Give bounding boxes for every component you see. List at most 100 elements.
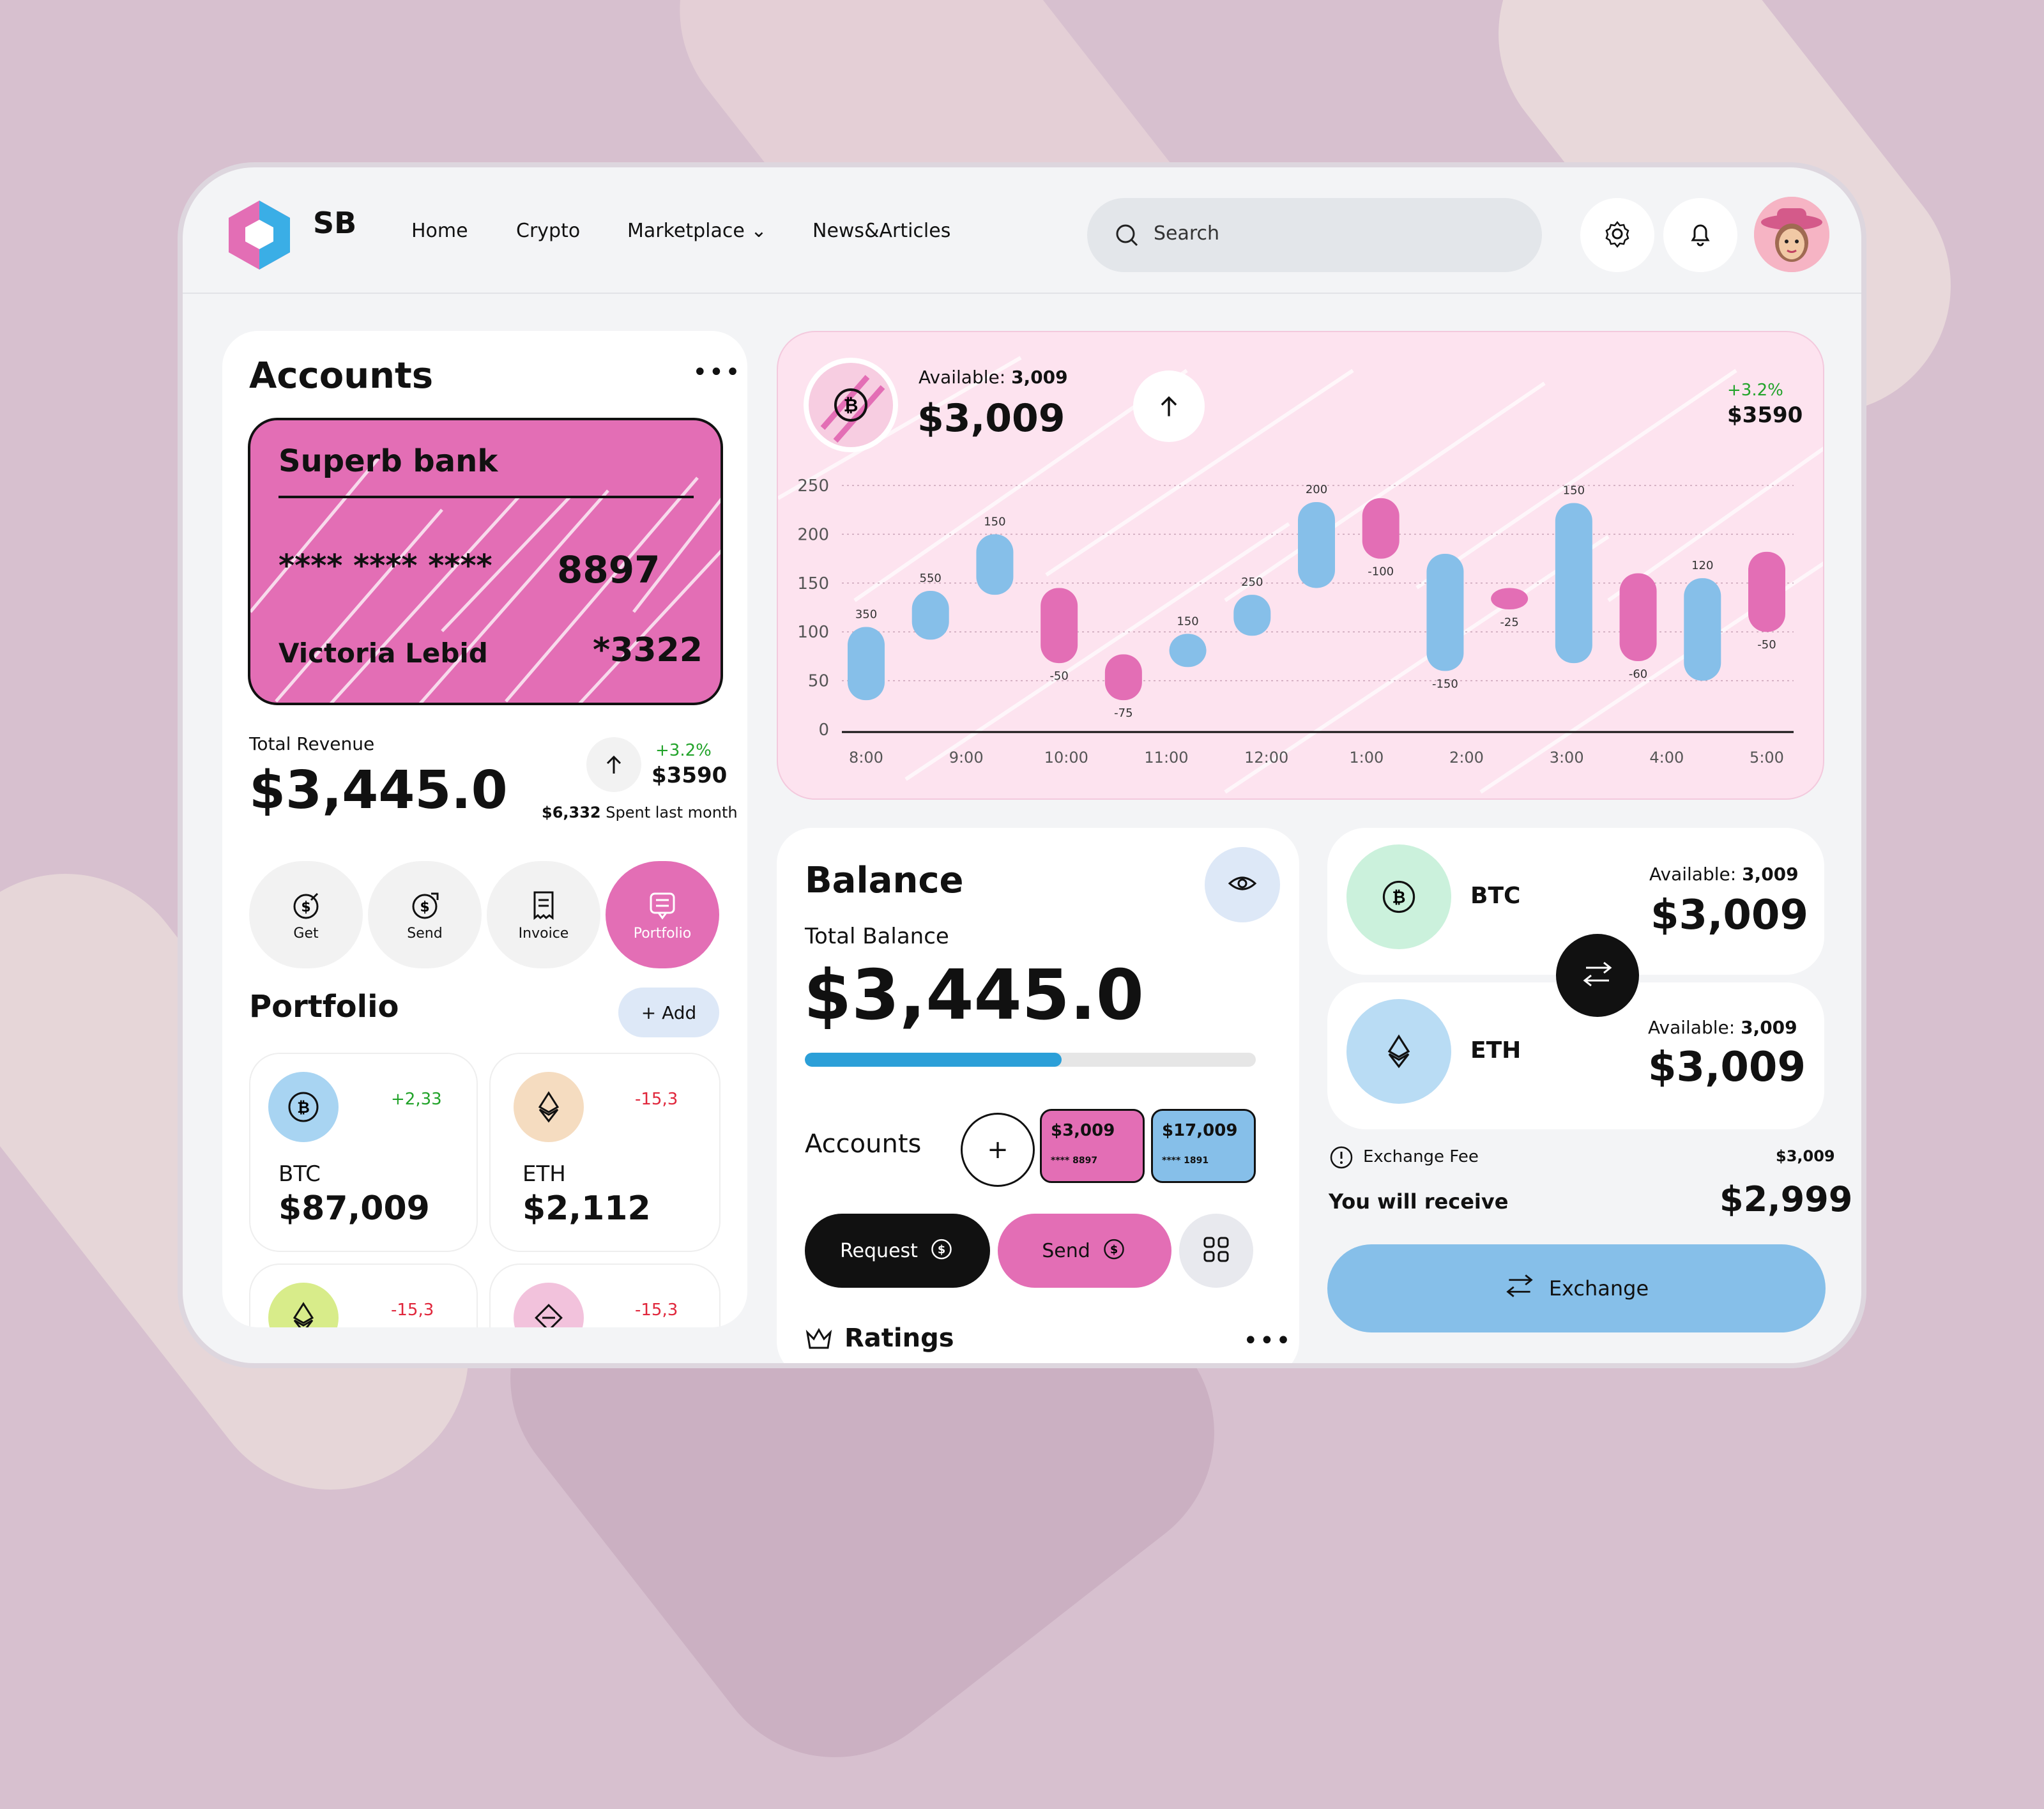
receipt-icon <box>527 889 560 926</box>
y-tick-label: 0 <box>818 721 829 740</box>
exchange-button[interactable]: Exchange <box>1327 1244 1826 1332</box>
svg-text:₿: ₿ <box>1392 889 1406 908</box>
card-scribble <box>250 457 721 703</box>
request-button[interactable]: Request $ <box>805 1214 990 1288</box>
nav-home[interactable]: Home <box>411 220 468 242</box>
chart-bar <box>911 591 949 640</box>
portfolio-change: +2,33 <box>391 1090 442 1109</box>
swap-arrows-icon <box>1504 1271 1535 1306</box>
bar-data-label: -150 <box>1432 677 1458 691</box>
chart-available-label: Available: <box>919 367 1006 388</box>
exchange-to-card[interactable]: ETH Available: 3,009 $3,009 <box>1327 982 1824 1129</box>
bar-data-label: -25 <box>1500 616 1518 629</box>
ethereum-icon <box>268 1283 339 1327</box>
visibility-toggle[interactable] <box>1205 847 1280 922</box>
coin-send-icon: $ <box>1101 1235 1127 1267</box>
mini-card-amount: $3,009 <box>1051 1121 1115 1140</box>
svg-text:$: $ <box>938 1244 945 1256</box>
from-amount: $3,009 <box>1651 892 1808 939</box>
portfolio-item-btc[interactable]: ₿ +2,33 BTC $87,009 <box>249 1053 478 1252</box>
request-label: Request <box>840 1239 918 1262</box>
chart-bar <box>1491 588 1529 610</box>
bar-data-label: -60 <box>1629 668 1647 681</box>
ratings-more-icon[interactable]: ••• <box>1243 1326 1292 1355</box>
add-button[interactable]: + Add <box>618 988 719 1037</box>
bank-name: Superb bank <box>278 443 498 479</box>
y-tick-label: 100 <box>797 623 829 642</box>
swap-button[interactable] <box>1556 934 1639 1017</box>
send-button[interactable]: $ Send <box>368 861 482 968</box>
chart-bar <box>1298 501 1335 588</box>
notifications-button[interactable] <box>1663 198 1737 272</box>
add-account-button[interactable]: + <box>961 1113 1035 1187</box>
bar-data-label: 200 <box>1306 483 1327 496</box>
nav-news[interactable]: News&Articles <box>812 220 951 242</box>
coin-send-icon: $ <box>408 889 441 926</box>
x-tick-label: 11:00 <box>1144 749 1188 767</box>
total-revenue-label: Total Revenue <box>249 733 375 754</box>
send-money-button[interactable]: Send $ <box>998 1214 1171 1288</box>
grid-menu-button[interactable] <box>1179 1214 1253 1288</box>
revenue-change-pct: +3.2% <box>655 741 712 760</box>
accounts-panel: Accounts ••• Superb bank **** **** **** … <box>222 331 747 1327</box>
balance-progress <box>805 1053 1256 1067</box>
balance-title: Balance <box>805 860 964 901</box>
chart-bar <box>1169 634 1207 668</box>
coin-receive-icon: $ <box>928 1235 955 1267</box>
mini-card-mask: **** 1891 <box>1162 1156 1209 1166</box>
search-input[interactable]: Search <box>1087 198 1542 272</box>
balance-accounts-label: Accounts <box>805 1129 922 1159</box>
mini-card-blue[interactable]: $17,009 **** 1891 <box>1151 1109 1256 1183</box>
chart-bar <box>1426 553 1464 671</box>
portfolio-change: -15,3 <box>391 1301 434 1320</box>
from-available: Available: 3,009 <box>1649 864 1799 885</box>
mini-card-pink[interactable]: $3,009 **** 8897 <box>1040 1109 1145 1183</box>
y-tick-label: 200 <box>797 525 829 544</box>
bank-card[interactable]: Superb bank **** **** **** 8897 Victoria… <box>248 418 723 705</box>
chart-bar <box>1555 503 1592 664</box>
bar-data-label: -50 <box>1757 638 1776 652</box>
more-icon[interactable]: ••• <box>692 358 742 387</box>
x-tick-label: 1:00 <box>1349 749 1384 767</box>
header-divider <box>183 293 1861 294</box>
invoice-button[interactable]: Invoice <box>487 861 600 968</box>
total-balance-value: $3,445.0 <box>804 956 1144 1035</box>
portfolio-name: BTC <box>278 1161 321 1187</box>
to-available-value: 3,009 <box>1741 1017 1797 1038</box>
portfolio-item[interactable]: -15,3 <box>249 1263 478 1327</box>
portfolio-change: -15,3 <box>635 1301 678 1320</box>
svg-text:₿: ₿ <box>844 395 858 416</box>
crown-icon <box>805 1326 833 1354</box>
chevron-down-icon: ⌄ <box>744 220 767 242</box>
brand-name: SB <box>313 206 357 240</box>
bar-data-label: -50 <box>1049 669 1068 683</box>
mini-card-amount: $17,009 <box>1162 1121 1238 1140</box>
card-last4: 8897 <box>557 548 660 592</box>
spent-label: Spent last month <box>606 804 738 821</box>
portfolio-value: $87,009 <box>278 1189 430 1228</box>
chart-change-pct: +3.2% <box>1727 381 1783 400</box>
avatar[interactable] <box>1754 197 1829 272</box>
card-divider <box>278 496 694 498</box>
exchange-fee-value: $3,009 <box>1776 1147 1835 1165</box>
accounts-title: Accounts <box>249 355 434 397</box>
portfolio-item-eth[interactable]: -15,3 ETH $2,112 <box>489 1053 721 1252</box>
x-tick-label: 3:00 <box>1550 749 1584 767</box>
token-icon <box>514 1283 584 1327</box>
nav-marketplace[interactable]: Marketplace ⌄ <box>627 220 767 242</box>
bar-data-label: 150 <box>1563 484 1585 498</box>
bar-data-label: 150 <box>984 515 1005 528</box>
bell-icon <box>1686 220 1714 250</box>
x-tick-label: 10:00 <box>1044 749 1088 767</box>
bar-data-label: 250 <box>1241 576 1263 589</box>
svg-text:₿: ₿ <box>297 1099 310 1117</box>
settings-button[interactable] <box>1580 198 1654 272</box>
get-label: Get <box>293 925 319 942</box>
from-available-label: Available: <box>1649 864 1737 885</box>
portfolio-item[interactable]: -15,3 <box>489 1263 721 1327</box>
bar-data-label: -75 <box>1114 706 1133 720</box>
get-button[interactable]: $ Get <box>249 861 363 968</box>
portfolio-button[interactable]: Portfolio <box>606 861 719 968</box>
y-tick-label: 150 <box>797 574 829 593</box>
nav-crypto[interactable]: Crypto <box>516 220 581 242</box>
